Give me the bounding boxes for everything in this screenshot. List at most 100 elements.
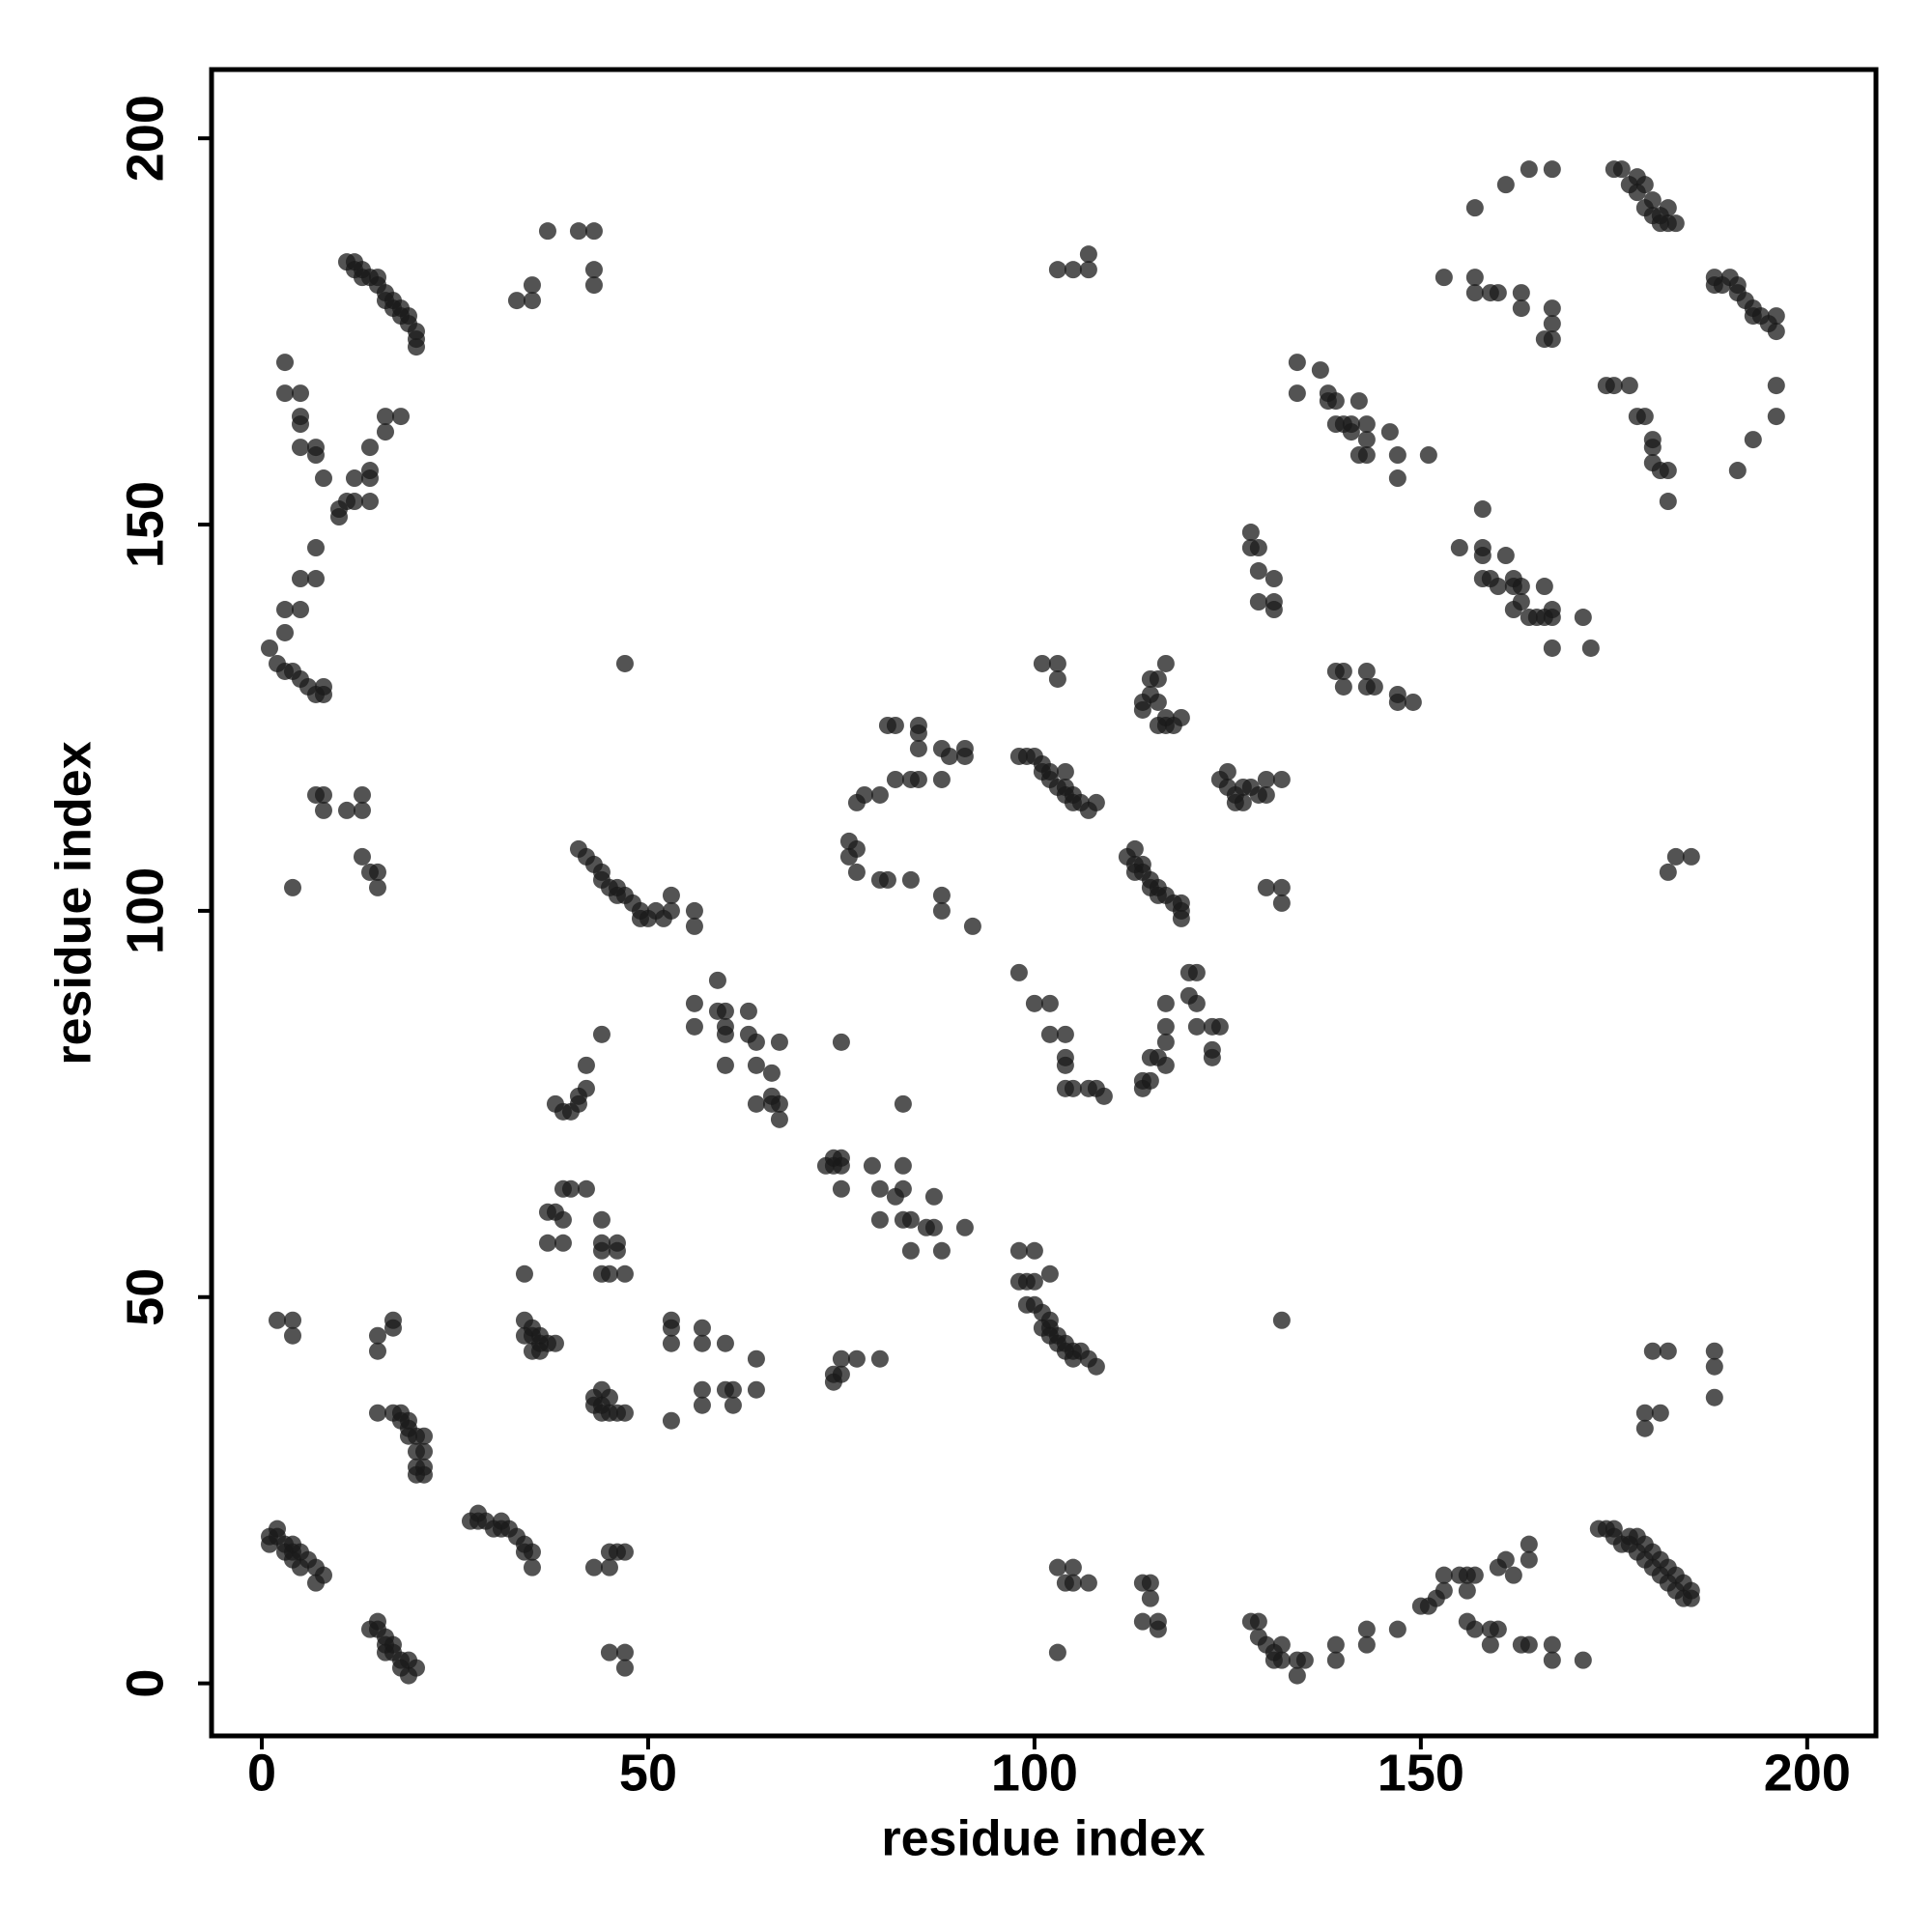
contact-point	[1612, 160, 1631, 179]
contact-point	[1465, 284, 1484, 302]
contact-point	[1187, 1017, 1206, 1036]
contact-point	[662, 1319, 680, 1337]
contact-point	[1187, 963, 1206, 981]
x-axis-title: residue index	[881, 1811, 1205, 1867]
contact-point	[1605, 377, 1623, 395]
contact-point	[391, 408, 410, 426]
contact-point	[1048, 261, 1066, 279]
contact-point	[1450, 539, 1468, 557]
contact-point	[1543, 639, 1561, 657]
contact-point	[1350, 392, 1368, 411]
contact-point	[1489, 284, 1507, 302]
contact-point	[530, 1342, 549, 1360]
contact-point	[368, 878, 386, 896]
y-tick-label: 150	[116, 481, 174, 568]
x-tick-label: 150	[1378, 1744, 1464, 1802]
contact-point	[615, 1543, 634, 1561]
contact-point	[353, 847, 371, 866]
contact-point	[693, 1380, 711, 1399]
contact-point	[1520, 1535, 1538, 1553]
contact-point	[770, 1033, 788, 1051]
contact-point	[260, 639, 278, 657]
contact-point	[1535, 330, 1553, 349]
contact-point	[1682, 847, 1700, 866]
contact-point	[1543, 160, 1561, 179]
contact-point	[1257, 878, 1275, 896]
contact-point	[268, 1311, 286, 1329]
contact-point	[1094, 1087, 1113, 1105]
contact-point	[291, 439, 309, 457]
contact-point	[685, 917, 703, 935]
contact-point	[360, 439, 379, 457]
contact-point	[870, 1179, 889, 1198]
x-tick-label: 200	[1764, 1744, 1851, 1802]
contact-point	[1249, 562, 1267, 581]
contact-point	[577, 1079, 595, 1097]
contact-point	[832, 1365, 850, 1383]
contact-point	[615, 654, 634, 672]
contact-point	[314, 1566, 332, 1584]
contact-point	[1133, 855, 1151, 873]
contact-point	[615, 1643, 634, 1662]
contact-point	[1048, 654, 1066, 672]
contact-point	[1295, 1651, 1314, 1669]
contact-point	[1064, 1079, 1082, 1097]
contact-point	[1635, 176, 1654, 194]
contact-point	[1149, 693, 1167, 711]
contact-point	[901, 870, 920, 889]
contact-point	[615, 1404, 634, 1422]
contact-point	[1380, 423, 1399, 441]
contact-point	[368, 1326, 386, 1345]
contact-point	[1659, 863, 1677, 881]
contact-point	[1033, 654, 1051, 672]
contact-point	[1666, 214, 1685, 233]
contact-point	[909, 739, 927, 757]
contact-point	[724, 1380, 742, 1399]
contact-point	[1520, 1635, 1538, 1654]
contact-point	[507, 292, 526, 310]
contact-point	[1659, 1342, 1677, 1360]
contact-point	[1666, 847, 1685, 866]
contact-point	[515, 1326, 533, 1345]
contact-point	[832, 1350, 850, 1368]
contact-point	[1473, 547, 1492, 565]
contact-point	[832, 1156, 850, 1175]
contact-point	[1203, 1048, 1221, 1066]
contact-point	[1187, 994, 1206, 1012]
contact-point	[1272, 1635, 1291, 1654]
contact-point	[870, 1350, 889, 1368]
contact-point	[685, 994, 703, 1012]
contact-point	[1435, 1566, 1453, 1584]
contact-point	[1388, 469, 1406, 488]
contact-point	[693, 1396, 711, 1414]
contact-point	[1659, 462, 1677, 480]
contact-point	[1087, 793, 1105, 811]
contact-point	[1125, 839, 1144, 858]
contact-point	[1272, 894, 1291, 912]
contact-point	[577, 1056, 595, 1074]
contact-point	[662, 886, 680, 904]
y-tick-label: 200	[116, 95, 174, 182]
contact-point	[1543, 299, 1561, 318]
contact-point	[368, 1342, 386, 1360]
contact-point	[1334, 662, 1352, 680]
contact-point	[523, 292, 541, 310]
contact-point	[739, 1002, 757, 1020]
contact-point	[747, 1056, 765, 1074]
contact-point	[1357, 662, 1376, 680]
contact-point	[1326, 392, 1345, 411]
contact-point	[1682, 1589, 1700, 1607]
contact-point	[832, 1179, 850, 1198]
contact-point	[1520, 1550, 1538, 1569]
contact-point	[592, 1025, 611, 1043]
contact-point	[1767, 307, 1785, 326]
contact-point	[1543, 315, 1561, 333]
contact-point	[1048, 1558, 1066, 1577]
y-tick-label: 0	[116, 1669, 174, 1698]
contact-point	[1025, 1241, 1043, 1260]
contact-point	[1465, 269, 1484, 287]
contact-point	[538, 222, 556, 241]
contact-point	[1040, 1264, 1059, 1283]
contact-point	[1496, 176, 1515, 194]
contact-point	[283, 1326, 301, 1345]
